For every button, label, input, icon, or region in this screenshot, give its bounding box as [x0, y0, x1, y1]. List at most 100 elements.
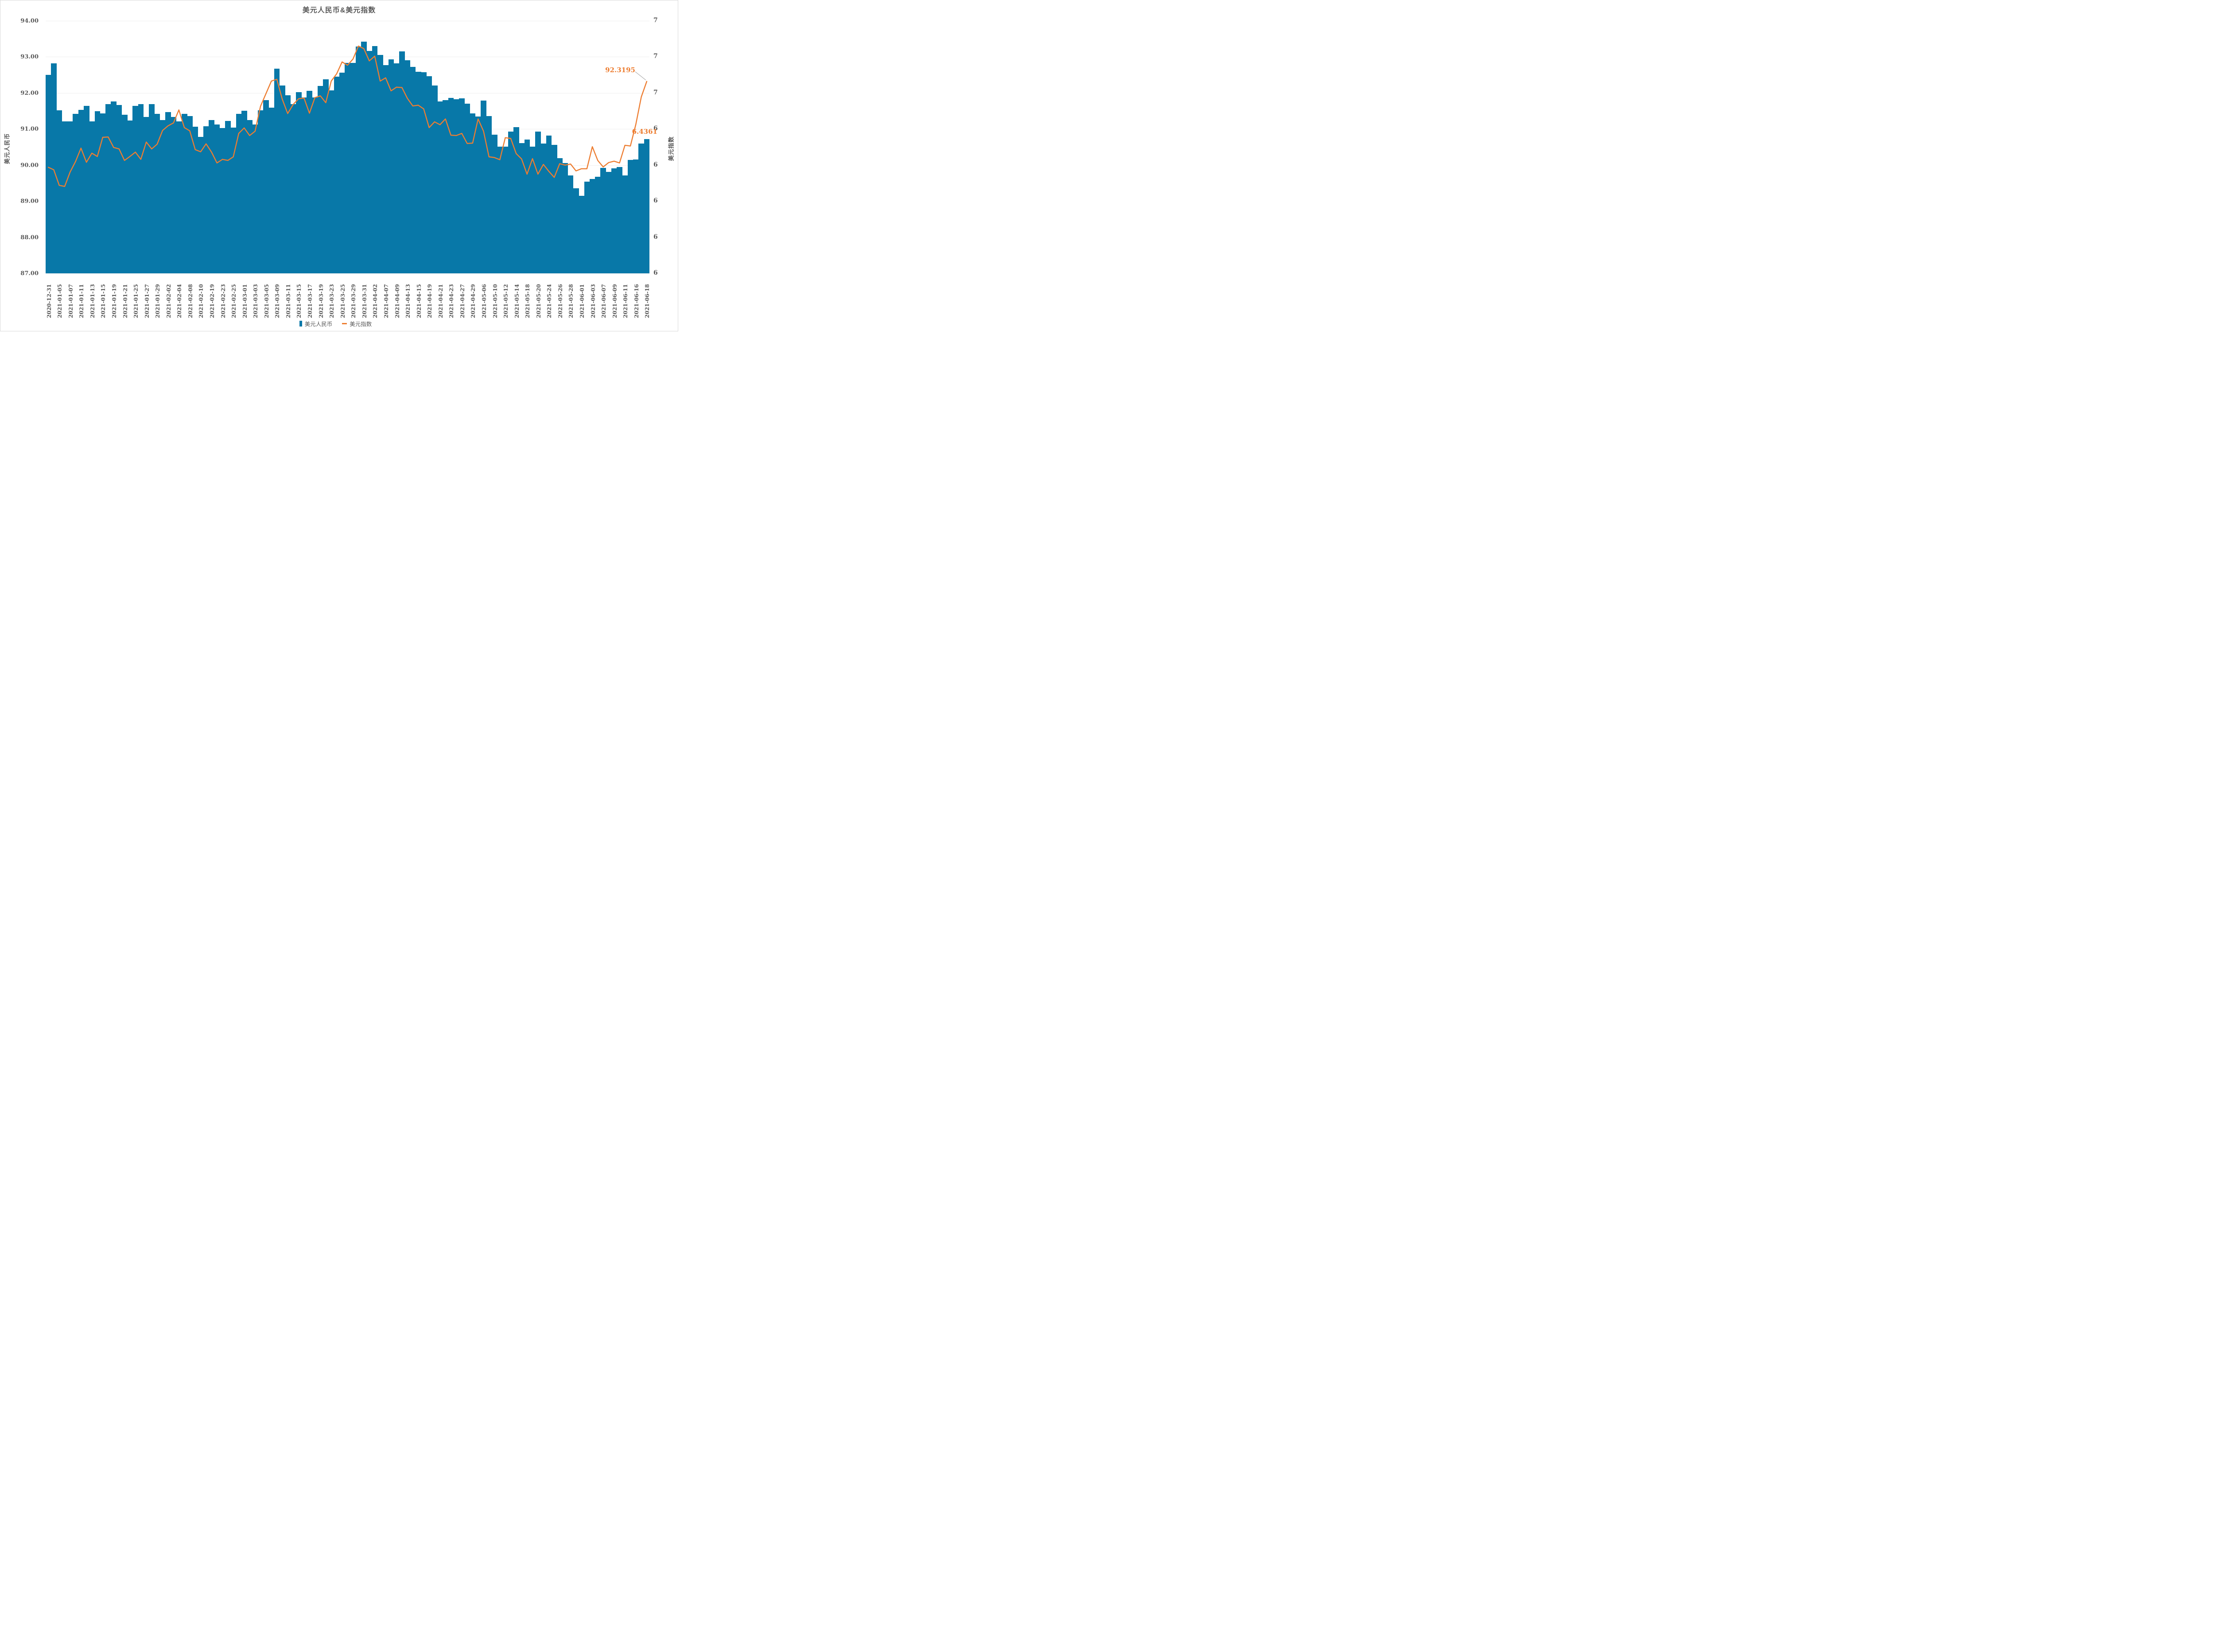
bar [62, 121, 68, 273]
bar [230, 127, 237, 273]
right-tick-label: 7 [653, 89, 658, 96]
bar [323, 79, 329, 273]
x-tick-label: 2021-05-18 [525, 284, 531, 318]
x-tick-label: 2021-05-24 [546, 284, 553, 318]
legend-bar-label: 美元人民币 [304, 321, 333, 327]
bar [470, 113, 476, 273]
bar [350, 63, 356, 273]
bar [562, 163, 568, 273]
x-tick-label: 2021-03-05 [263, 284, 270, 318]
bar [383, 65, 389, 273]
bar [600, 167, 606, 273]
x-tick-label: 2021-03-03 [253, 284, 259, 318]
bar [638, 144, 645, 273]
x-tick-label: 2021-02-10 [198, 284, 205, 318]
bar [606, 171, 612, 273]
bar [437, 101, 443, 273]
x-tick-label: 2021-01-29 [155, 284, 161, 318]
bar [453, 99, 459, 273]
bar [176, 121, 182, 273]
bar [263, 100, 269, 273]
bar [198, 137, 204, 273]
bar [144, 117, 149, 273]
bar [611, 168, 617, 273]
dxy-line [47, 45, 648, 187]
bar [573, 188, 579, 273]
bar [280, 85, 285, 273]
x-tick-label: 2021-05-10 [492, 284, 498, 318]
legend-line-marker [342, 323, 347, 324]
left-tick-label: 93.00 [20, 54, 39, 61]
bar [508, 132, 514, 273]
annotation-leader-line [635, 71, 646, 81]
bar [540, 143, 547, 273]
x-tick-label: 2021-05-26 [557, 284, 563, 318]
x-tick-label: 2021-03-23 [329, 284, 335, 318]
x-tick-label: 2021-01-25 [133, 284, 140, 318]
left-tick-label: 94.00 [20, 18, 39, 24]
x-tick-label: 2021-03-11 [285, 284, 291, 318]
bar [366, 51, 373, 273]
bar [519, 143, 525, 273]
bar [317, 86, 323, 273]
bar [46, 75, 51, 273]
line-end-annotation: 92.3195 [605, 66, 635, 74]
bar [627, 160, 633, 273]
bar [633, 159, 639, 273]
bar [486, 116, 492, 273]
bar [56, 110, 62, 273]
x-tick-label: 2021-04-15 [416, 284, 422, 318]
legend-line-label: 美元指数 [350, 321, 372, 327]
x-tick-label: 2021-03-25 [339, 284, 346, 318]
bar [589, 179, 595, 273]
bar [377, 55, 383, 273]
bar [290, 104, 296, 273]
line-series [47, 45, 648, 187]
bar [355, 47, 361, 273]
bar [83, 105, 89, 273]
bar [481, 100, 486, 273]
bar [132, 106, 139, 273]
bar [67, 121, 73, 273]
right-tick-label: 6 [653, 197, 658, 205]
legend-bar-marker [299, 321, 302, 327]
bar [127, 120, 133, 273]
x-tick-label: 2021-03-19 [318, 284, 324, 318]
bar [475, 117, 481, 273]
x-tick-label: 2021-02-25 [231, 284, 237, 318]
x-tick-label: 2021-04-19 [427, 284, 433, 318]
left-tick-label: 92.00 [20, 89, 39, 97]
x-tick-label: 2021-02-04 [176, 284, 183, 318]
x-tick-label: 2021-04-07 [383, 284, 389, 318]
x-tick-label: 2021-01-07 [67, 284, 74, 318]
x-tick-label: 2021-05-14 [513, 284, 520, 318]
x-tick-label: 2021-04-23 [448, 284, 455, 318]
chart-title: 美元人民币&美元指数 [302, 7, 376, 14]
legend: 美元人民币 美元指数 [0, 319, 678, 328]
x-tick-label: 2021-05-06 [481, 284, 487, 318]
bar [247, 120, 253, 273]
bar [257, 110, 264, 273]
bar [372, 46, 378, 273]
bar [51, 63, 57, 273]
bar [236, 113, 242, 273]
bar [345, 62, 351, 273]
x-tick-label: 2021-06-11 [622, 284, 629, 318]
bar [644, 139, 650, 273]
right-tick-label: 6 [653, 233, 658, 241]
bar [154, 114, 160, 273]
bar [138, 104, 144, 273]
bar [622, 175, 628, 273]
bar [165, 112, 171, 273]
bar [121, 115, 128, 273]
bar [497, 147, 503, 273]
x-tick-label: 2021-03-09 [274, 284, 281, 318]
bar [100, 113, 106, 273]
bar [181, 114, 187, 273]
bar [535, 132, 541, 273]
bar [241, 110, 247, 273]
x-tick-label: 2020-12-31 [46, 284, 52, 318]
bar [89, 121, 95, 273]
x-tick-label: 2021-04-09 [394, 284, 400, 318]
bar [502, 146, 509, 273]
